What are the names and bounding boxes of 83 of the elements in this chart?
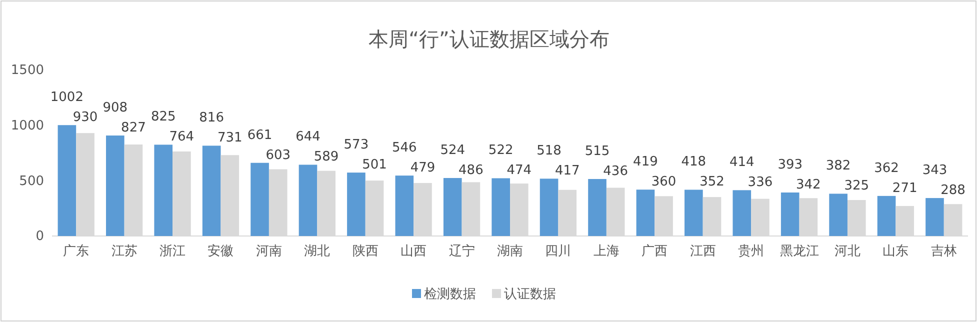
data-label: 524 [440, 143, 466, 158]
bar [877, 196, 896, 236]
data-label: 501 [362, 158, 387, 173]
data-label: 418 [681, 154, 706, 170]
x-tick-label: 广东 [63, 244, 90, 260]
data-label: 731 [217, 130, 242, 146]
x-tick-label: 江苏 [111, 244, 138, 260]
data-label: 603 [266, 148, 291, 163]
bar [58, 125, 76, 236]
data-label: 908 [102, 100, 128, 116]
bar [154, 144, 173, 236]
x-tick-label: 陕西 [352, 244, 378, 260]
legend-label: 检测数据 [424, 287, 476, 302]
x-tick-label: 浙江 [160, 244, 186, 260]
data-label: 515 [584, 144, 610, 160]
x-tick-label: 安徽 [208, 243, 234, 260]
chart-title: 本周“行”认证数据区域分布 [368, 27, 610, 51]
bar [202, 146, 221, 236]
x-tick-label: 河南 [256, 244, 282, 260]
data-label: 479 [410, 160, 436, 176]
bar [298, 164, 318, 236]
data-label: 764 [169, 130, 194, 145]
data-label: 827 [121, 120, 146, 136]
data-label: 661 [247, 128, 272, 143]
bar [540, 178, 558, 236]
x-tick-label: 湖北 [304, 244, 330, 260]
bar [395, 176, 414, 236]
legend-label: 认证数据 [504, 287, 556, 302]
x-tick-label: 河北 [834, 244, 860, 260]
data-label: 522 [488, 143, 514, 158]
bar [250, 162, 269, 236]
bar [347, 172, 366, 236]
data-label: 436 [603, 164, 628, 180]
x-tick-label: 广西 [642, 244, 668, 260]
data-label: 382 [826, 158, 851, 174]
data-label: 417 [554, 164, 580, 179]
data-label: 1002 [50, 90, 84, 106]
x-tick-label: 上海 [593, 244, 620, 260]
data-label: 930 [72, 110, 98, 126]
bar [926, 198, 944, 236]
x-tick-label: 四川 [545, 244, 572, 260]
data-label: 589 [314, 150, 339, 165]
data-label: 546 [392, 140, 417, 156]
bar [829, 194, 848, 236]
bar [684, 190, 703, 236]
x-tick-label: 山东 [882, 244, 909, 260]
bar [443, 178, 462, 236]
data-label: 474 [506, 163, 532, 178]
data-label: 518 [536, 144, 562, 159]
data-label: 419 [633, 154, 658, 170]
y-tick-label: 1000 [10, 118, 44, 134]
data-label: 336 [748, 175, 773, 190]
data-label: 573 [344, 138, 369, 153]
data-label: 393 [778, 158, 803, 173]
data-label: 342 [796, 178, 821, 193]
data-label: 486 [458, 163, 484, 178]
x-tick-label: 吉林 [930, 244, 957, 260]
y-tick-label: 500 [19, 174, 44, 189]
x-tick-label: 湖南 [497, 244, 523, 260]
x-tick-label: 辽宁 [448, 243, 475, 260]
y-tick-label: 1500 [10, 63, 44, 78]
data-label: 644 [296, 130, 320, 145]
x-tick-label: 贵州 [738, 244, 764, 260]
data-label: 414 [729, 155, 754, 170]
bar [588, 179, 606, 236]
data-label: 360 [651, 174, 676, 190]
data-label: 816 [199, 110, 224, 126]
data-label: 325 [844, 178, 870, 194]
data-label: 288 [940, 183, 966, 198]
bar [780, 192, 800, 236]
bar [492, 178, 510, 236]
bar [636, 190, 655, 236]
x-tick-label: 黑龙江 [780, 244, 819, 260]
data-label: 352 [700, 174, 724, 190]
y-tick-label: 0 [36, 229, 44, 244]
bar [732, 190, 752, 236]
data-label: 343 [922, 163, 948, 178]
x-tick-label: 山西 [400, 244, 427, 260]
x-tick-label: 江西 [690, 244, 716, 260]
data-label: 271 [892, 180, 918, 196]
data-label: 362 [874, 160, 899, 176]
bar [106, 136, 124, 236]
data-label: 825 [150, 110, 176, 125]
